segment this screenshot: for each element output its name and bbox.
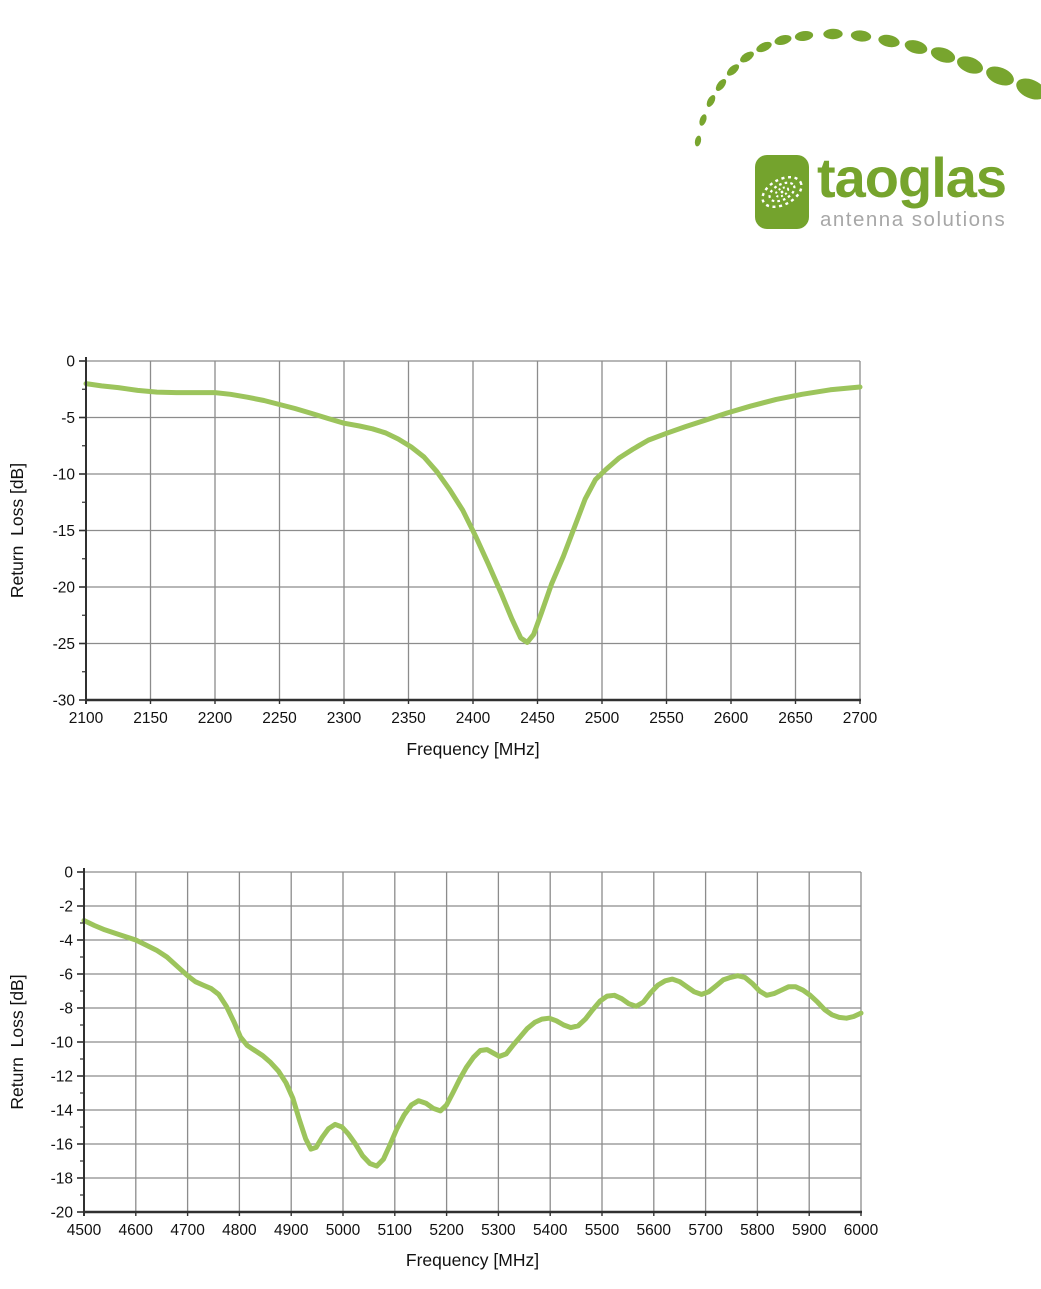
- svg-text:-18: -18: [51, 1171, 73, 1188]
- svg-text:5800: 5800: [740, 1222, 775, 1239]
- svg-text:5000: 5000: [326, 1222, 361, 1239]
- svg-text:-16: -16: [51, 1137, 73, 1154]
- logo-brand-text: taoglas: [817, 146, 1007, 209]
- svg-text:2350: 2350: [391, 710, 426, 727]
- svg-text:-20: -20: [51, 1205, 74, 1222]
- svg-text:2200: 2200: [198, 710, 233, 727]
- svg-text:2450: 2450: [520, 710, 555, 727]
- svg-text:-4: -4: [59, 933, 73, 950]
- svg-text:5600: 5600: [637, 1222, 672, 1239]
- svg-text:5200: 5200: [429, 1222, 464, 1239]
- svg-text:2400: 2400: [456, 710, 491, 727]
- svg-text:2100: 2100: [69, 710, 104, 727]
- svg-text:-30: -30: [53, 693, 76, 710]
- svg-text:Return Loss [dB]: Return Loss [dB]: [7, 463, 27, 598]
- svg-text:-2: -2: [59, 899, 73, 916]
- logo-swirl-icon: [755, 155, 809, 229]
- svg-text:-20: -20: [53, 580, 76, 597]
- svg-text:2600: 2600: [714, 710, 749, 727]
- svg-text:-10: -10: [51, 1035, 74, 1052]
- svg-text:4600: 4600: [119, 1222, 154, 1239]
- svg-text:5300: 5300: [481, 1222, 516, 1239]
- svg-text:Return Loss [dB]: Return Loss [dB]: [7, 974, 27, 1109]
- svg-text:5700: 5700: [688, 1222, 723, 1239]
- svg-text:4700: 4700: [170, 1222, 205, 1239]
- svg-text:-12: -12: [51, 1069, 73, 1086]
- svg-text:4900: 4900: [274, 1222, 309, 1239]
- svg-text:-8: -8: [59, 1001, 73, 1018]
- svg-text:0: 0: [64, 865, 73, 882]
- svg-text:-5: -5: [61, 410, 75, 427]
- svg-text:2300: 2300: [327, 710, 362, 727]
- svg-text:2700: 2700: [843, 710, 878, 727]
- svg-text:2500: 2500: [585, 710, 620, 727]
- svg-text:Frequency [MHz]: Frequency [MHz]: [406, 739, 539, 759]
- svg-text:-25: -25: [53, 636, 75, 653]
- logo-arc-dots-icon: [694, 28, 1041, 147]
- svg-text:4800: 4800: [222, 1222, 257, 1239]
- svg-text:5400: 5400: [533, 1222, 568, 1239]
- svg-text:4500: 4500: [67, 1222, 102, 1239]
- svg-text:-10: -10: [53, 467, 76, 484]
- logo-tagline-text: antenna solutions: [820, 208, 1007, 231]
- svg-text:6000: 6000: [844, 1222, 879, 1239]
- svg-text:2550: 2550: [649, 710, 684, 727]
- svg-text:5900: 5900: [792, 1222, 827, 1239]
- svg-text:2250: 2250: [262, 710, 297, 727]
- taoglas-logo: taoglas antenna solutions: [0, 0, 1041, 260]
- svg-text:-6: -6: [59, 967, 73, 984]
- svg-text:-14: -14: [51, 1103, 74, 1120]
- svg-text:2150: 2150: [133, 710, 168, 727]
- svg-text:5100: 5100: [378, 1222, 413, 1239]
- svg-text:5500: 5500: [585, 1222, 620, 1239]
- svg-text:Frequency [MHz]: Frequency [MHz]: [406, 1250, 539, 1270]
- svg-text:0: 0: [66, 354, 75, 371]
- svg-text:-15: -15: [53, 523, 75, 540]
- svg-text:2650: 2650: [778, 710, 813, 727]
